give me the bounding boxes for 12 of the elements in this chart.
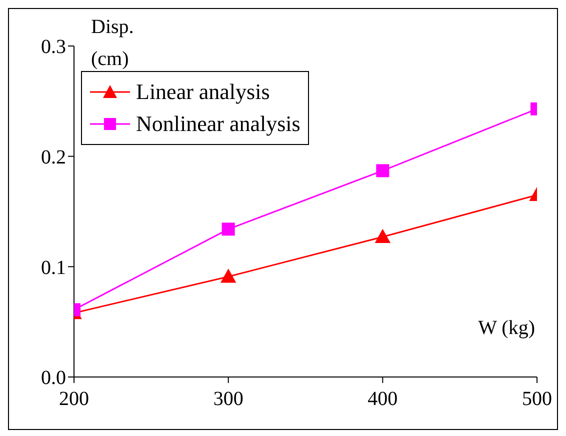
x-tick-label: 400 [368, 388, 398, 410]
y-tick-label: 0.1 [41, 256, 66, 279]
x-tick-label: 200 [59, 388, 89, 410]
y-tick-label: 0.2 [41, 146, 66, 168]
y-tick-label: 0.3 [41, 36, 66, 58]
legend-label: Linear analysis [136, 78, 270, 106]
legend-label: Nonlinear analysis [136, 110, 300, 138]
x-tick-label: 300 [213, 388, 244, 410]
x-tick-label: 500 [522, 388, 552, 410]
y-axis-title: Disp. (cm) [91, 15, 135, 72]
x-axis-title: W (kg) [478, 317, 535, 340]
y-tick-label: 0.0 [41, 367, 66, 390]
